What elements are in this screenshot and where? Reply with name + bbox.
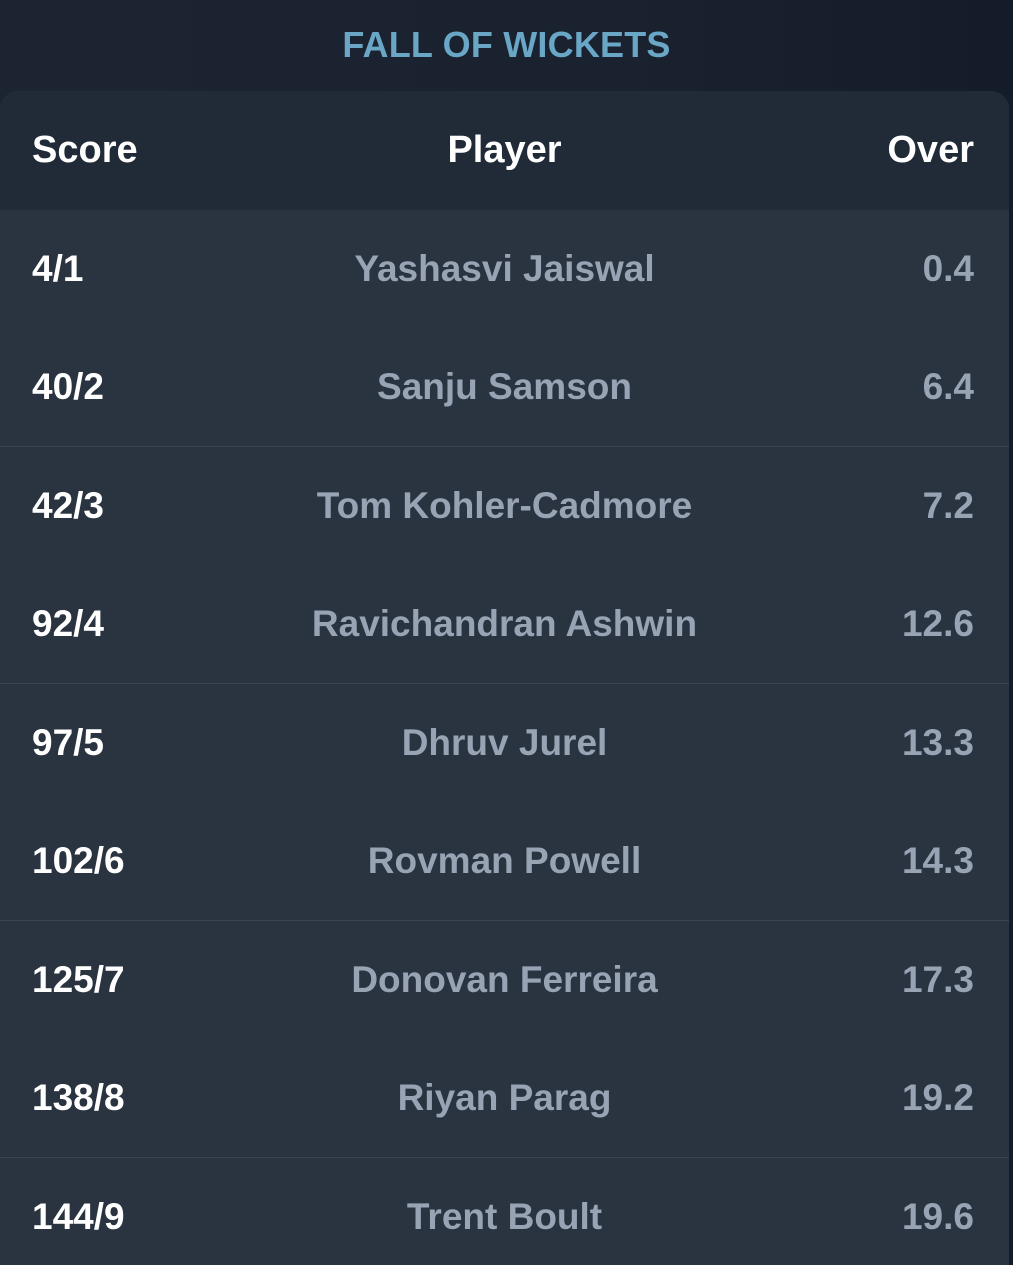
- over-cell: 12.6: [901, 603, 974, 645]
- score-cell: 144/9: [32, 1196, 125, 1238]
- score-cell: 42/3: [32, 485, 105, 527]
- player-cell: Yashasvi Jaiswal: [354, 248, 655, 290]
- table-body: 4/1 Yashasvi Jaiswal 0.4 40/2 Sanju Sams…: [0, 210, 1009, 1265]
- table-row: 40/2 Sanju Samson 6.4: [0, 329, 1009, 447]
- table-row: 125/7 Donovan Ferreira 17.3: [0, 921, 1009, 1040]
- player-cell: Riyan Parag: [397, 1077, 612, 1119]
- score-cell: 102/6: [32, 840, 125, 882]
- player-cell: Sanju Samson: [377, 366, 632, 408]
- score-cell: 4/1: [32, 248, 84, 290]
- over-cell: 17.3: [901, 959, 974, 1001]
- table-row: 138/8 Riyan Parag 19.2: [0, 1040, 1009, 1158]
- over-cell: 7.2: [922, 485, 974, 527]
- over-cell: 0.4: [922, 248, 974, 290]
- fall-of-wickets-table: Score Player Over 4/1 Yashasvi Jaiswal 0…: [0, 91, 1009, 1265]
- player-cell: Dhruv Jurel: [401, 722, 608, 764]
- over-cell: 19.6: [901, 1196, 974, 1238]
- column-header-score: Score: [32, 129, 138, 171]
- table-row: 97/5 Dhruv Jurel 13.3: [0, 684, 1009, 803]
- table-row: 92/4 Ravichandran Ashwin 12.6: [0, 566, 1009, 684]
- over-cell: 14.3: [901, 840, 974, 882]
- table-row: 144/9 Trent Boult 19.6: [0, 1158, 1009, 1265]
- score-cell: 92/4: [32, 603, 105, 645]
- player-cell: Trent Boult: [406, 1196, 603, 1238]
- score-cell: 97/5: [32, 722, 105, 764]
- table-row: 42/3 Tom Kohler-Cadmore 7.2: [0, 447, 1009, 566]
- score-cell: 125/7: [32, 959, 125, 1001]
- player-cell: Ravichandran Ashwin: [311, 603, 698, 645]
- table-header: Score Player Over: [0, 91, 1009, 210]
- table-row: 102/6 Rovman Powell 14.3: [0, 803, 1009, 921]
- over-cell: 13.3: [901, 722, 974, 764]
- player-cell: Donovan Ferreira: [351, 959, 658, 1001]
- over-cell: 19.2: [901, 1077, 974, 1119]
- score-cell: 138/8: [32, 1077, 125, 1119]
- over-cell: 6.4: [922, 366, 974, 408]
- player-cell: Rovman Powell: [367, 840, 642, 882]
- column-header-over: Over: [887, 129, 974, 171]
- table-row: 4/1 Yashasvi Jaiswal 0.4: [0, 210, 1009, 329]
- section-title: FALL OF WICKETS: [342, 24, 671, 65]
- player-cell: Tom Kohler-Cadmore: [316, 485, 693, 527]
- column-header-player: Player: [447, 129, 562, 171]
- score-cell: 40/2: [32, 366, 105, 408]
